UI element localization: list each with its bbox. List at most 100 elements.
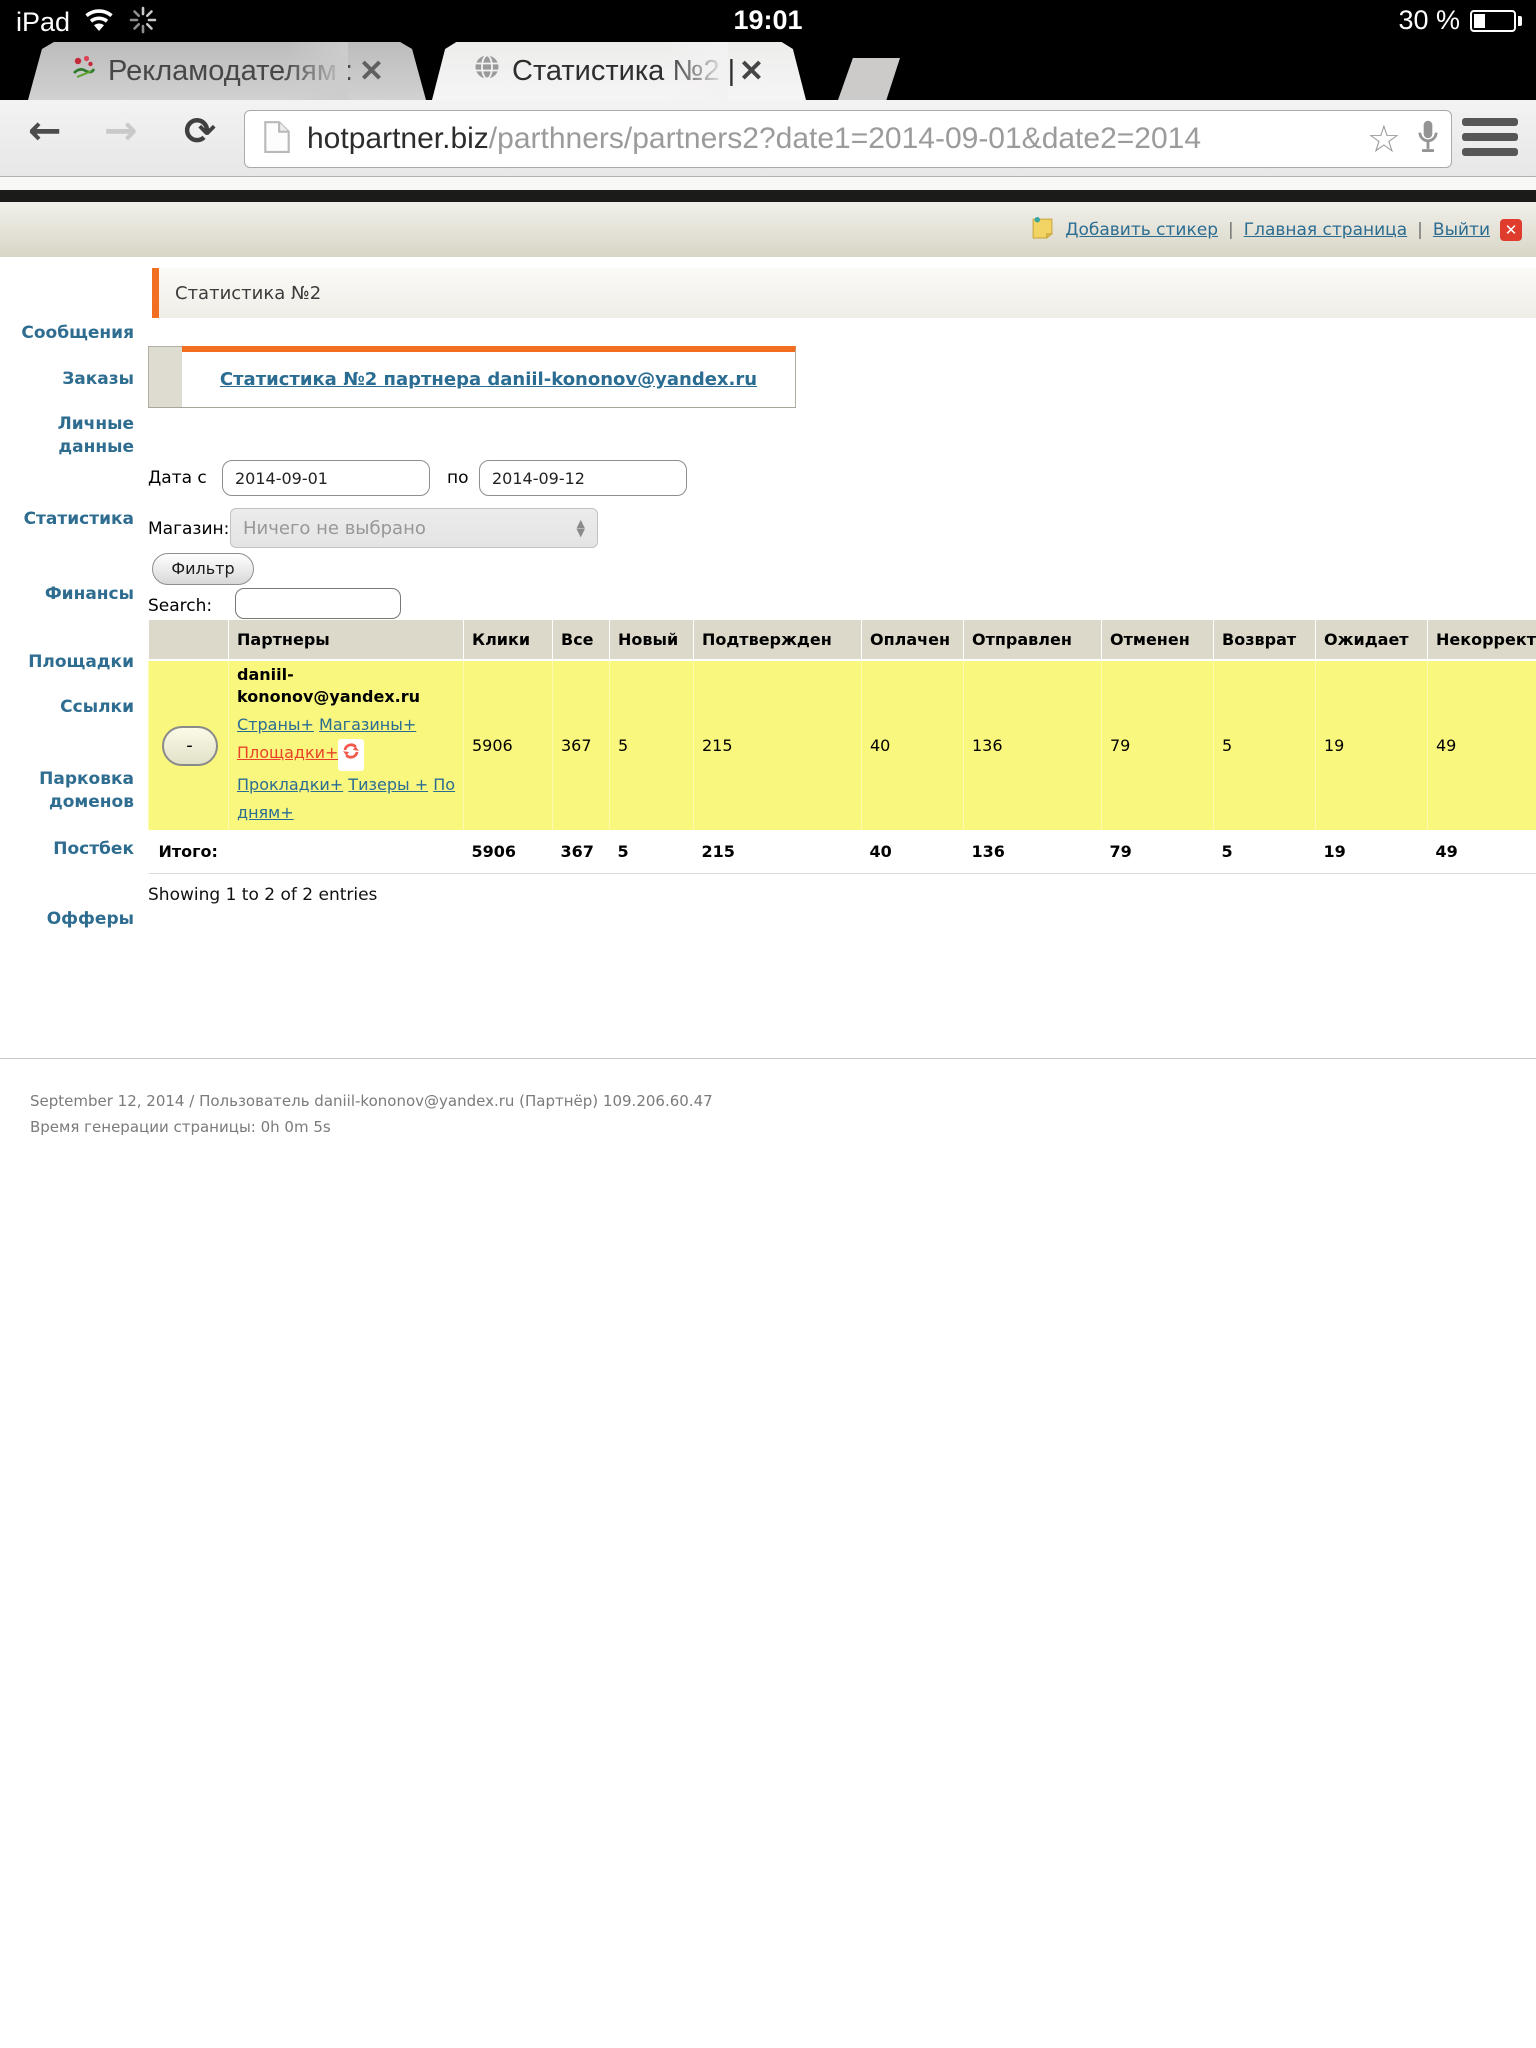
cell-sent: 136: [963, 660, 1102, 830]
total-returned: 5: [1213, 830, 1316, 874]
network-activity-spinner-icon: [128, 5, 158, 40]
content-tab-link[interactable]: Статистика №2 партнера daniil-kononov@ya…: [219, 369, 758, 390]
total-confirmed: 215: [693, 830, 862, 874]
sidebar-item-links[interactable]: Ссылки: [60, 697, 134, 717]
browser-tab-advertisers[interactable]: Рекламодателям :: Кабин ✕: [28, 42, 426, 100]
status-time: 19:01: [733, 5, 803, 35]
url-fade: [1230, 112, 1340, 166]
teasers-link[interactable]: Тизеры +: [348, 775, 429, 795]
wifi-icon: [82, 6, 116, 39]
ios-status-bar: iPad 19:01 30 %: [0, 0, 1536, 42]
battery-percent-label: 30 %: [1398, 5, 1460, 35]
partner-row: - daniil-kononov@yandex.ru Страны+ Магаз…: [148, 660, 1536, 830]
page-dark-bar: [0, 190, 1536, 202]
browser-menu-icon[interactable]: [1462, 118, 1518, 156]
header-partners: Партнеры: [228, 620, 464, 661]
session-links-strip: Добавить стикер | Главная страница | Вый…: [0, 202, 1536, 257]
cell-paid: 40: [861, 660, 964, 830]
sidebar-item-orders[interactable]: Заказы: [62, 369, 134, 389]
sidebar-item-platforms[interactable]: Площадки: [28, 652, 134, 672]
footer-session-line: September 12, 2014 / Пользователь daniil…: [30, 1092, 713, 1110]
totals-row: Итого: 5906 367 5 215 40 136 79 5 19 49: [148, 830, 1536, 874]
cell-new: 5: [609, 660, 694, 830]
sidebar-item-messages[interactable]: Сообщения: [21, 323, 134, 343]
search-label: Search:: [148, 596, 213, 616]
shop-select[interactable]: Ничего не выбрано ▲ ▼: [230, 508, 598, 548]
browser-tab-statistics-active[interactable]: Статистика №2 | Панель ✕: [432, 42, 806, 100]
header-returned: Возврат: [1213, 620, 1316, 661]
countries-link[interactable]: Страны+: [237, 715, 314, 735]
total-paid: 40: [861, 830, 964, 874]
cell-all: 367: [552, 660, 610, 830]
browser-tab-bar: Рекламодателям :: Кабин ✕ Статистика №2 …: [0, 42, 1536, 100]
link-separator: |: [1417, 219, 1423, 240]
cell-returned: 5: [1213, 660, 1316, 830]
sidebar-item-finances[interactable]: Финансы: [44, 584, 134, 604]
sidebar-item-personal[interactable]: Личные данные: [57, 414, 134, 457]
total-waiting: 19: [1315, 830, 1428, 874]
tab1-close-icon[interactable]: ✕: [358, 54, 384, 88]
tab2-close-icon[interactable]: ✕: [738, 54, 764, 88]
logout-link[interactable]: Выйти: [1432, 219, 1490, 240]
collapse-row-button[interactable]: -: [161, 725, 218, 766]
forward-button[interactable]: →: [104, 108, 138, 154]
date-from-input[interactable]: [222, 460, 430, 496]
cell-cancelled: 79: [1101, 660, 1214, 830]
footer-divider: [0, 1058, 1536, 1059]
sidebar-item-statistics[interactable]: Статистика: [23, 509, 134, 529]
date-to-input[interactable]: [479, 460, 687, 496]
back-button[interactable]: ←: [28, 108, 62, 154]
partner-email: daniil-kononov@yandex.ru: [237, 664, 420, 706]
logout-x-icon[interactable]: ✕: [1500, 218, 1522, 241]
date-to-label: по: [447, 468, 469, 488]
add-sticker-link[interactable]: Добавить стикер: [1065, 219, 1218, 240]
total-cancelled: 79: [1101, 830, 1214, 874]
sidebar-item-postback[interactable]: Постбек: [53, 839, 134, 859]
shops-link[interactable]: Магазины+: [319, 715, 417, 735]
filter-button[interactable]: Фильтр: [152, 553, 254, 585]
total-invalid: 49: [1427, 830, 1536, 874]
showing-entries-note: Showing 1 to 2 of 2 entries: [148, 885, 378, 905]
sidebar-nav: Сообщения Заказы Личные данные Статистик…: [0, 0, 138, 1000]
header-invalid: Некорректный: [1427, 620, 1536, 661]
content-tab-active[interactable]: Статистика №2 партнера daniil-kononov@ya…: [182, 346, 796, 407]
total-clicks: 5906: [463, 830, 553, 874]
bookmark-star-icon[interactable]: ☆: [1366, 117, 1401, 161]
footer: September 12, 2014 / Пользователь daniil…: [30, 1088, 713, 1140]
toolbar-bottom-strip: [0, 176, 1536, 190]
header-expand: [148, 620, 229, 661]
select-arrows-icon: ▲ ▼: [576, 517, 585, 539]
battery-icon: [1470, 9, 1522, 32]
page-heading: Статистика №2: [152, 268, 1536, 318]
header-all: Все: [552, 620, 610, 661]
shop-select-value: Ничего не выбрано: [243, 517, 426, 539]
refresh-icon[interactable]: [338, 739, 365, 772]
page-doc-icon: [263, 120, 291, 158]
browser-toolbar: ← → ⟳ hotpartner.biz/parthners/partners2…: [0, 100, 1536, 176]
home-page-link[interactable]: Главная страница: [1243, 219, 1408, 240]
tab-title-fade: [664, 42, 728, 100]
total-sent: 136: [963, 830, 1102, 874]
url-text: hotpartner.biz/parthners/partners2?date1…: [307, 122, 1361, 156]
sidebar-item-offers[interactable]: Офферы: [46, 909, 134, 929]
header-confirmed: Подтвержден: [693, 620, 862, 661]
voice-search-mic-icon[interactable]: [1415, 118, 1441, 160]
by-days-link[interactable]: По дням+: [237, 775, 456, 823]
landers-link[interactable]: Прокладки+: [237, 775, 344, 795]
globe-favicon-icon: [472, 52, 502, 90]
reload-button[interactable]: ⟳: [184, 109, 216, 153]
total-all: 367: [552, 830, 610, 874]
header-cancelled: Отменен: [1101, 620, 1214, 661]
url-host: hotpartner.biz: [307, 122, 489, 155]
header-new: Новый: [609, 620, 694, 661]
cell-clicks: 5906: [463, 660, 553, 830]
tab-title-fade: [284, 42, 348, 100]
content-tab-strip: Статистика №2 партнера daniil-kononov@ya…: [148, 346, 796, 408]
device-label: iPad: [16, 7, 71, 37]
stats-table: Партнеры Клики Все Новый Подтвержден Опл…: [148, 620, 1536, 874]
search-input[interactable]: [235, 588, 401, 619]
sidebar-item-domain-parking[interactable]: Парковка доменов: [39, 769, 134, 812]
partner-drilldown-links: Страны+ Магазины+ Площадки+ Прокладки+ Т…: [237, 711, 457, 827]
platforms-link[interactable]: Площадки+: [237, 743, 339, 763]
tab-stub[interactable]: [838, 58, 900, 100]
